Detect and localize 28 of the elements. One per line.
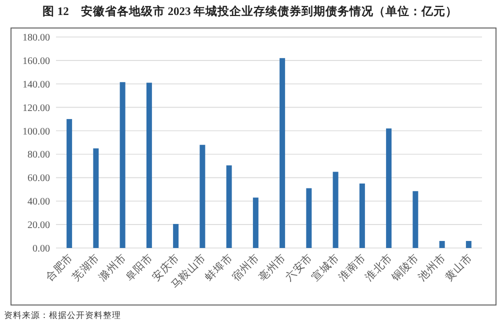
bar (359, 184, 365, 248)
bar (200, 144, 206, 248)
y-tick-label: 40.00 (28, 196, 50, 208)
bar (66, 119, 72, 248)
bar (386, 128, 392, 248)
bar (226, 165, 232, 248)
bar (466, 240, 472, 248)
bar (412, 191, 418, 248)
bar (306, 188, 312, 248)
chart-title: 图 12 安徽省各地级市 2023 年城投企业存续债券到期债务情况（单位：亿元） (42, 4, 458, 18)
y-tick-label: 80.00 (28, 150, 50, 161)
bar (280, 58, 286, 248)
y-tick-label: 100.00 (22, 126, 50, 138)
y-tick-label: 160.00 (22, 56, 50, 67)
y-tick-label: 0.00 (32, 244, 50, 254)
y-tick-label: 180.00 (22, 32, 50, 44)
bar (332, 172, 338, 248)
bar (146, 82, 152, 248)
y-tick-label: 60.00 (28, 173, 50, 184)
bar (439, 240, 445, 248)
bar (120, 82, 126, 248)
text: 资料来源：根据公开资料整理 (4, 310, 121, 320)
bar (173, 224, 179, 248)
bar (93, 148, 99, 248)
y-tick-label: 20.00 (28, 220, 50, 232)
y-tick-label: 120.00 (22, 102, 50, 114)
bar (252, 198, 258, 248)
y-tick-label: 140.00 (22, 79, 50, 90)
